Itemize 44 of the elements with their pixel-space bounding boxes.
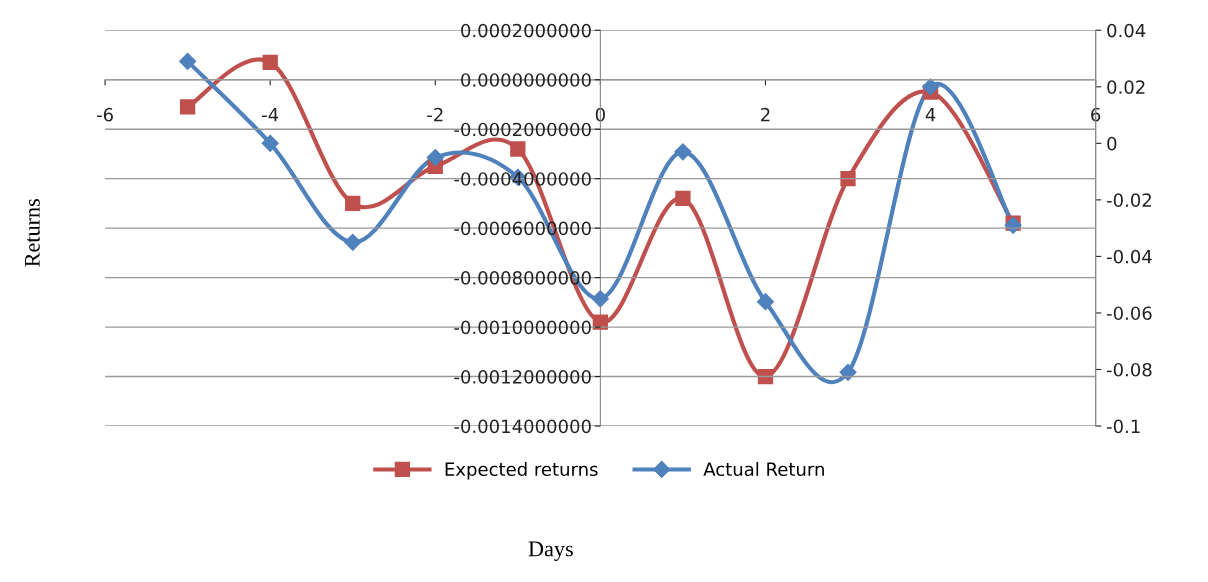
y2-tick-label: -0.02	[1106, 193, 1151, 207]
y-tick-label: -0.0014000000	[454, 419, 591, 434]
point	[426, 148, 444, 167]
x-tick-label: 0	[595, 107, 605, 122]
point	[179, 52, 197, 70]
x-axis-title: Days	[528, 541, 573, 561]
x-tick-label: 6	[1091, 107, 1101, 122]
point	[344, 233, 362, 251]
point	[756, 293, 775, 311]
y-tick-label: -0.0010000000	[454, 320, 591, 335]
point	[674, 143, 692, 161]
y-tick-label: 0.0000000000	[461, 73, 591, 87]
x-tick-label: 2	[761, 107, 770, 122]
point	[675, 190, 691, 207]
y-tick-label: -0.0002000000	[454, 122, 591, 137]
y2-tick-label: 0.04	[1107, 23, 1146, 38]
point	[839, 363, 857, 381]
y-axis-title: Returns	[25, 199, 40, 267]
point	[757, 368, 774, 385]
y-tick-label: -0.0008000000	[454, 271, 591, 285]
point	[261, 134, 279, 152]
x-tick-label: -2	[427, 107, 443, 122]
point	[345, 195, 361, 212]
legend-label: Actual Return	[703, 462, 824, 477]
y2-tick-label: 0.02	[1107, 80, 1145, 94]
y-tick-label: -0.0004000000	[454, 172, 591, 186]
legend-label: Expected returns	[445, 462, 598, 480]
y-tick-label: 0.0002000000	[461, 23, 591, 38]
y-tick-label: -0.0012000000	[454, 370, 591, 384]
y2-tick-label: 0	[1107, 136, 1117, 151]
point	[592, 314, 609, 330]
point	[510, 141, 526, 157]
point	[922, 78, 940, 96]
point	[180, 99, 196, 115]
y2-tick-label: -0.04	[1106, 249, 1152, 264]
x-tick-label: -4	[262, 108, 279, 122]
point	[840, 171, 856, 187]
point	[262, 54, 278, 71]
x-tick-label: -6	[96, 107, 113, 122]
x-tick-label: 4	[925, 108, 936, 122]
y2-tick-label: -0.1	[1106, 419, 1140, 434]
y2-tick-label: -0.06	[1106, 306, 1152, 321]
point	[591, 290, 609, 308]
y2-tick-label: -0.08	[1106, 362, 1152, 377]
